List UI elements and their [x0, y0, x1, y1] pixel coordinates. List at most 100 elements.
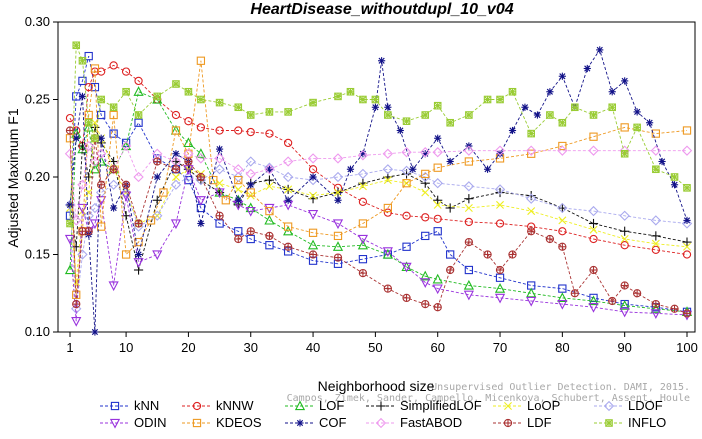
point-knnw — [134, 76, 143, 86]
point-knn — [234, 227, 243, 236]
point-cof — [508, 126, 517, 135]
point-kdeos — [209, 175, 218, 185]
point-ldf — [570, 289, 579, 298]
point-knnw — [246, 127, 255, 137]
point-ldof — [307, 174, 319, 186]
point-ldof — [108, 179, 119, 190]
point-inflo — [633, 123, 641, 132]
point-lof — [195, 148, 206, 158]
point-knn — [90, 82, 100, 92]
point-simplifiedlof — [84, 172, 94, 182]
point-loop — [620, 235, 629, 243]
point-lof — [619, 300, 630, 310]
point-ldof — [95, 187, 107, 198]
point-fastabod — [282, 156, 294, 167]
point-lof — [283, 225, 294, 236]
point-cof — [483, 165, 492, 173]
point-fastabod — [307, 153, 319, 164]
point-inflo — [265, 108, 274, 116]
point-ldof — [152, 210, 163, 221]
point-kdeos — [90, 64, 100, 73]
point-kdeos — [620, 123, 629, 132]
point-knn — [97, 110, 106, 120]
point-odin — [195, 196, 206, 206]
point-ldf — [620, 281, 629, 290]
x-tick-label: 100 — [676, 340, 698, 355]
point-kdeos — [146, 216, 156, 225]
point-ldf — [402, 293, 411, 303]
point-ldf — [464, 237, 474, 247]
point-simplifiedlof — [495, 187, 505, 198]
series-line-cof — [69, 48, 688, 333]
legend-item-lof: LOF — [285, 398, 344, 413]
chart-title: HeartDisease_withoutdupl_10_v04 — [250, 1, 513, 18]
point-loop — [464, 204, 473, 212]
point-simplifiedlof — [682, 237, 692, 247]
point-simplifiedlof — [77, 141, 88, 151]
point-cof — [66, 201, 74, 209]
legend-item-cof: COF — [285, 415, 347, 430]
point-lof — [382, 248, 393, 259]
point-inflo — [384, 111, 392, 119]
legend-item-knnw: kNNW — [182, 398, 254, 413]
x-tick-label: 60 — [430, 340, 444, 355]
point-cof — [384, 103, 392, 111]
point-ldf — [109, 165, 118, 174]
point-odin — [64, 234, 76, 245]
point-simplifiedlof — [171, 156, 181, 167]
point-loop — [651, 239, 660, 248]
point-inflo — [465, 111, 473, 119]
legend-marker — [503, 418, 513, 428]
point-ldf — [283, 242, 293, 251]
point-odin — [557, 299, 568, 310]
point-loop — [358, 182, 367, 191]
legend-marker — [109, 418, 121, 429]
point-kdeos — [159, 188, 168, 197]
point-ldof — [282, 171, 294, 183]
point-fastabod — [89, 156, 101, 167]
point-ldof — [494, 184, 506, 195]
point-ldf — [121, 180, 131, 189]
legend-label: LDF — [527, 415, 552, 430]
point-ldf — [545, 234, 555, 244]
point-cof — [153, 173, 161, 181]
point-cof — [371, 103, 379, 111]
point-cof — [172, 150, 180, 158]
point-inflo — [496, 95, 504, 104]
legend-item-odin: ODIN — [100, 415, 167, 430]
point-inflo — [433, 101, 442, 110]
series-line-simplifiedlof — [69, 125, 688, 271]
point-cof — [633, 108, 641, 116]
legend-item-loop: LoOP — [493, 398, 560, 413]
point-inflo — [309, 98, 317, 107]
point-knn — [446, 250, 455, 259]
point-inflo — [683, 184, 691, 192]
point-kdeos — [283, 222, 293, 231]
point-ldof — [332, 171, 344, 183]
legend-marker — [376, 401, 386, 411]
point-ldf — [97, 180, 106, 189]
point-odin — [401, 262, 412, 273]
point-odin — [588, 303, 599, 313]
point-kdeos — [651, 129, 660, 138]
point-ldf — [333, 253, 343, 262]
point-lof — [264, 214, 275, 225]
point-cof — [346, 165, 355, 173]
point-ldof — [170, 179, 182, 190]
point-fastabod — [120, 140, 132, 152]
x-tick-label: 90 — [617, 340, 631, 355]
series-line-ldf — [69, 130, 688, 314]
legend-label: KDEOS — [216, 415, 262, 430]
point-fastabod — [332, 153, 344, 164]
point-ldf — [215, 211, 224, 220]
point-odin — [245, 206, 256, 217]
point-ldof — [233, 171, 244, 183]
legend-marker — [605, 419, 613, 427]
x-tick-label: 20 — [181, 340, 195, 355]
point-fastabod — [71, 215, 82, 226]
x-tick-label: 50 — [368, 340, 382, 355]
point-kdeos — [171, 126, 181, 135]
y-tick-label: 0.25 — [25, 92, 50, 107]
point-loop — [433, 200, 442, 209]
